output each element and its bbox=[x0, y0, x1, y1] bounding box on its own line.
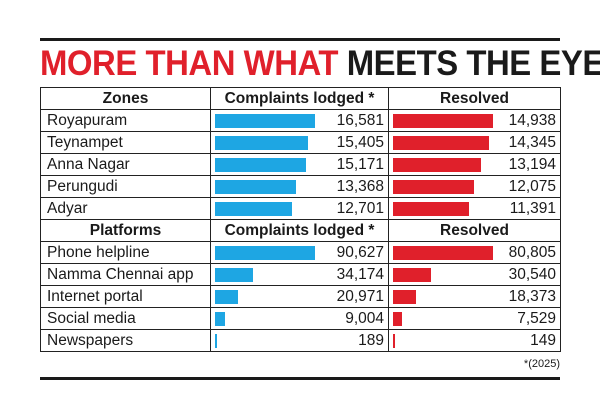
resolved-cell: 13,194 bbox=[388, 153, 561, 176]
complaints-bar bbox=[215, 312, 225, 326]
table-row: Royapuram 16,581 14,938 bbox=[40, 109, 561, 132]
complaints-value: 15,171 bbox=[336, 156, 384, 173]
resolved-value: 7,529 bbox=[517, 310, 556, 327]
resolved-bar bbox=[393, 114, 493, 128]
complaints-cell: 90,627 bbox=[210, 241, 389, 264]
complaints-cell: 15,405 bbox=[210, 131, 389, 154]
complaints-cell: 189 bbox=[210, 329, 389, 352]
resolved-value: 30,540 bbox=[508, 266, 556, 283]
resolved-value: 149 bbox=[530, 332, 556, 349]
category-label: Namma Chennai app bbox=[40, 263, 211, 286]
complaints-cell: 20,971 bbox=[210, 285, 389, 308]
resolved-value: 18,373 bbox=[508, 288, 556, 305]
category-header: Zones bbox=[40, 87, 211, 110]
table-row: Adyar 12,701 11,391 bbox=[40, 197, 561, 220]
resolved-cell: 11,391 bbox=[388, 197, 561, 220]
complaints-bar bbox=[215, 114, 315, 128]
section-header-row: Zones Complaints lodged * Resolved bbox=[40, 87, 561, 110]
resolved-value: 11,391 bbox=[509, 200, 556, 217]
chart-title: MORE THAN WHAT MEETS THE EYE bbox=[40, 44, 600, 84]
complaints-value: 16,581 bbox=[336, 112, 384, 129]
complaints-cell: 15,171 bbox=[210, 153, 389, 176]
resolved-bar bbox=[393, 312, 403, 326]
complaints-table: Zones Complaints lodged * Resolved Royapura… bbox=[40, 87, 561, 352]
resolved-cell: 80,805 bbox=[388, 241, 561, 264]
resolved-value: 12,075 bbox=[508, 178, 556, 195]
resolved-cell: 14,938 bbox=[388, 109, 561, 132]
complaints-value: 34,174 bbox=[336, 266, 384, 283]
complaints-bar bbox=[215, 268, 253, 282]
resolved-cell: 149 bbox=[388, 329, 561, 352]
resolved-bar bbox=[393, 158, 482, 172]
resolved-bar bbox=[393, 246, 493, 260]
complaints-cell: 34,174 bbox=[210, 263, 389, 286]
resolved-bar bbox=[393, 202, 470, 216]
complaints-bar bbox=[215, 202, 292, 216]
complaints-cell: 12,701 bbox=[210, 197, 389, 220]
resolved-cell: 14,345 bbox=[388, 131, 561, 154]
category-label: Teynampet bbox=[40, 131, 211, 154]
category-label: Anna Nagar bbox=[40, 153, 211, 176]
complaints-value: 15,405 bbox=[336, 134, 384, 151]
category-label: Adyar bbox=[40, 197, 211, 220]
complaints-value: 9,004 bbox=[345, 310, 384, 327]
resolved-bar bbox=[393, 334, 395, 348]
resolved-cell: 12,075 bbox=[388, 175, 561, 198]
complaints-bar bbox=[215, 180, 296, 194]
complaints-cell: 9,004 bbox=[210, 307, 389, 330]
table-row: Teynampet 15,405 14,345 bbox=[40, 131, 561, 154]
table-row: Newspapers 189 149 bbox=[40, 329, 561, 352]
title-black-part: MEETS THE EYE bbox=[346, 44, 600, 83]
complaints-header: Complaints lodged * bbox=[210, 87, 389, 110]
category-label: Phone helpline bbox=[40, 241, 211, 264]
resolved-header: Resolved bbox=[388, 219, 561, 242]
category-label: Royapuram bbox=[40, 109, 211, 132]
resolved-header: Resolved bbox=[388, 87, 561, 110]
category-label: Social media bbox=[40, 307, 211, 330]
table-row: Anna Nagar 15,171 13,194 bbox=[40, 153, 561, 176]
top-rule bbox=[40, 38, 560, 41]
table-row: Phone helpline 90,627 80,805 bbox=[40, 241, 561, 264]
complaints-bar bbox=[215, 158, 307, 172]
complaints-header: Complaints lodged * bbox=[210, 219, 389, 242]
category-header: Platforms bbox=[40, 219, 211, 242]
resolved-cell: 7,529 bbox=[388, 307, 561, 330]
table-row: Internet portal 20,971 18,373 bbox=[40, 285, 561, 308]
resolved-bar bbox=[393, 136, 490, 150]
category-label: Perungudi bbox=[40, 175, 211, 198]
resolved-bar bbox=[393, 180, 474, 194]
complaints-bar bbox=[215, 136, 308, 150]
resolved-bar bbox=[393, 268, 431, 282]
resolved-cell: 30,540 bbox=[388, 263, 561, 286]
resolved-cell: 18,373 bbox=[388, 285, 561, 308]
table-row: Namma Chennai app 34,174 30,540 bbox=[40, 263, 561, 286]
section-header-row: Platforms Complaints lodged * Resolved bbox=[40, 219, 561, 242]
resolved-value: 13,194 bbox=[508, 156, 556, 173]
complaints-cell: 16,581 bbox=[210, 109, 389, 132]
footnote: *(2025) bbox=[523, 358, 560, 370]
bottom-rule bbox=[40, 377, 560, 380]
category-label: Internet portal bbox=[40, 285, 211, 308]
complaints-cell: 13,368 bbox=[210, 175, 389, 198]
complaints-bar bbox=[215, 334, 217, 348]
complaints-value: 189 bbox=[358, 332, 384, 349]
complaints-bar bbox=[215, 290, 239, 304]
complaints-value: 20,971 bbox=[336, 288, 384, 305]
table-row: Perungudi 13,368 12,075 bbox=[40, 175, 561, 198]
resolved-value: 80,805 bbox=[508, 244, 556, 261]
title-red-part: MORE THAN WHAT bbox=[40, 44, 339, 83]
complaints-value: 13,368 bbox=[336, 178, 384, 195]
complaints-value: 12,701 bbox=[336, 200, 384, 217]
resolved-bar bbox=[393, 290, 416, 304]
complaints-bar bbox=[215, 246, 315, 260]
table-row: Social media 9,004 7,529 bbox=[40, 307, 561, 330]
resolved-value: 14,345 bbox=[508, 134, 556, 151]
complaints-value: 90,627 bbox=[336, 244, 384, 261]
category-label: Newspapers bbox=[40, 329, 211, 352]
resolved-value: 14,938 bbox=[508, 112, 556, 129]
